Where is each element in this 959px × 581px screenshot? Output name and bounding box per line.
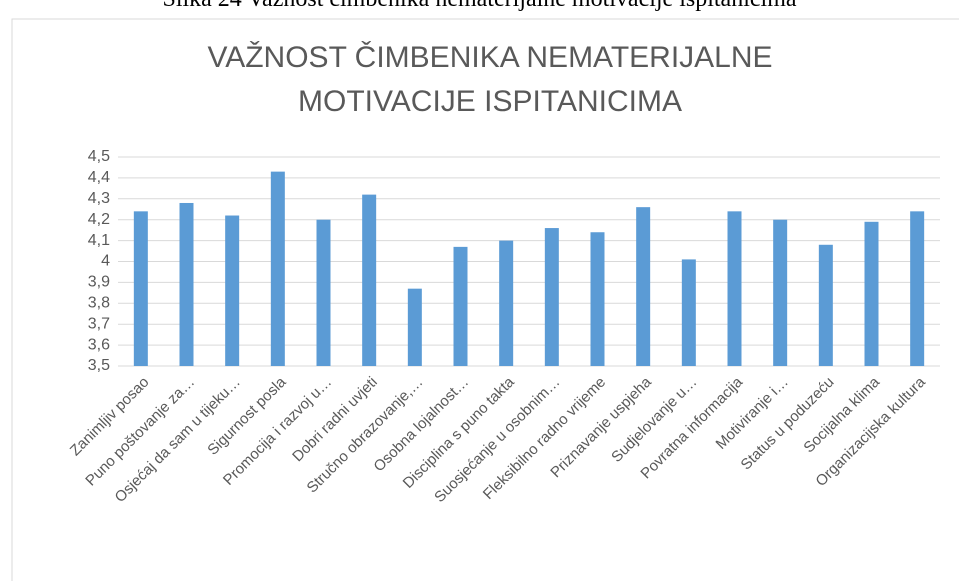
y-tick-label: 4,1 bbox=[88, 232, 110, 249]
bar bbox=[133, 211, 148, 366]
y-tick-label: 4,4 bbox=[88, 169, 110, 186]
bar bbox=[773, 219, 788, 366]
y-tick-label: 3,5 bbox=[88, 357, 110, 374]
chart-title: VAŽNOST ČIMBENIKA NEMATERIJALNE MOTIVACI… bbox=[207, 41, 773, 118]
bar bbox=[590, 232, 605, 366]
bar bbox=[407, 288, 422, 366]
y-tick-label: 3,7 bbox=[88, 315, 110, 332]
bar bbox=[225, 215, 240, 366]
bar bbox=[179, 202, 194, 366]
bar bbox=[864, 221, 879, 366]
bar bbox=[362, 194, 377, 366]
figure-caption: Slika 24 Važnost čimbenika nematerijalne… bbox=[0, 0, 959, 13]
bar bbox=[818, 244, 833, 366]
y-tick-label: 3,9 bbox=[88, 274, 110, 291]
y-tick-label: 4 bbox=[101, 253, 110, 270]
bar bbox=[910, 211, 925, 366]
bar bbox=[636, 207, 651, 366]
bar bbox=[681, 259, 696, 366]
bar bbox=[544, 228, 559, 366]
bar bbox=[316, 219, 331, 366]
bar bbox=[270, 171, 285, 366]
chart-frame bbox=[11, 18, 959, 581]
bar bbox=[453, 246, 468, 366]
bar bbox=[727, 211, 742, 366]
y-tick-label: 4,2 bbox=[88, 211, 110, 228]
bar bbox=[499, 240, 514, 366]
y-tick-label: 3,6 bbox=[88, 336, 110, 353]
y-tick-label: 4,5 bbox=[88, 148, 110, 165]
y-tick-label: 4,3 bbox=[88, 190, 110, 207]
y-tick-label: 3,8 bbox=[88, 295, 110, 312]
